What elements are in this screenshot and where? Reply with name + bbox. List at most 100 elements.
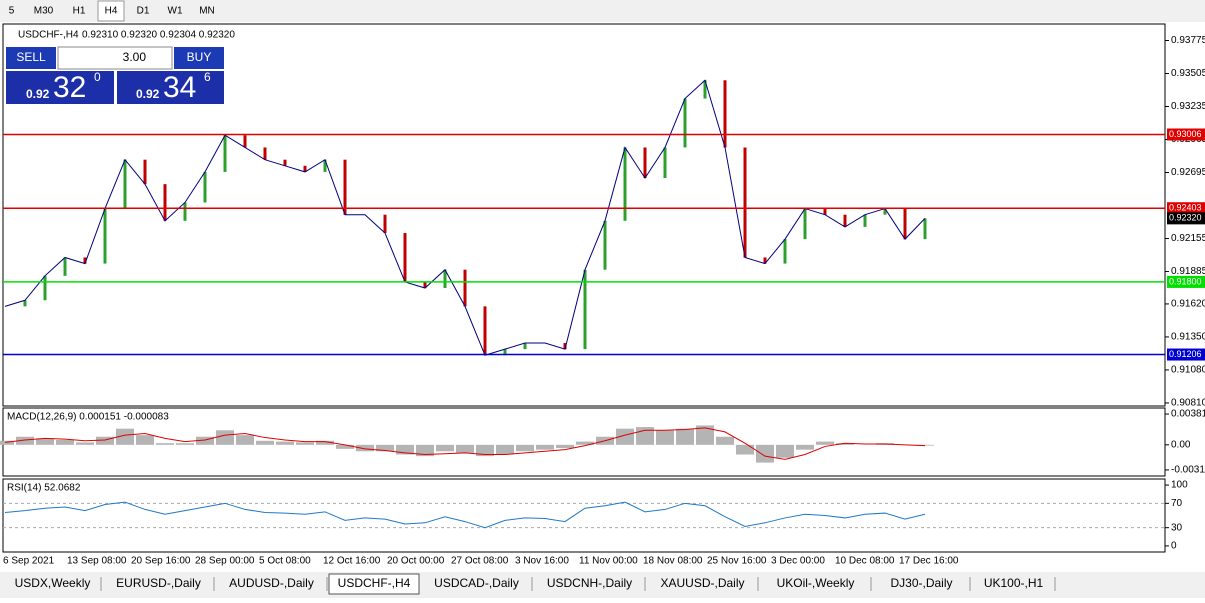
buy-price-box[interactable] xyxy=(117,71,224,104)
macd-label: MACD(12,26,9) 0.000151 -0.000083 xyxy=(7,412,169,423)
buy-frac: 6 xyxy=(204,70,211,84)
macd-signal xyxy=(4,427,926,460)
x-tick-label: 17 Dec 16:00 xyxy=(899,556,959,567)
sell-label: SELL xyxy=(16,50,46,64)
timeframe-button[interactable]: W1 xyxy=(168,6,183,17)
y-tick-label: 0.93775 xyxy=(1171,35,1205,46)
level-tag: 0.91800 xyxy=(1169,276,1202,286)
x-tick-label: 18 Nov 08:00 xyxy=(643,556,703,567)
macd-bar xyxy=(456,444,474,453)
macd-bar xyxy=(96,436,114,445)
macd-bar xyxy=(536,444,554,450)
sell-frac: 0 xyxy=(94,70,101,84)
buy-label: BUY xyxy=(187,50,212,64)
y-tick-label: 0.92155 xyxy=(1171,233,1205,244)
macd-bar xyxy=(136,435,154,445)
timeframe-active xyxy=(97,0,125,22)
macd-bar xyxy=(0,440,14,445)
volume-input[interactable] xyxy=(57,46,173,70)
y-tick-label: 0.91350 xyxy=(1171,332,1205,343)
tab[interactable] xyxy=(328,573,420,595)
macd-bar xyxy=(836,443,854,445)
timeframe-button[interactable]: MN xyxy=(199,6,215,17)
macd-bar xyxy=(656,430,674,445)
tab-label[interactable]: AUDUSD-,Daily xyxy=(229,576,314,590)
x-tick-label: 27 Oct 08:00 xyxy=(451,556,509,567)
timeframe-button[interactable]: H1 xyxy=(73,6,86,17)
y-tick-label: 0.91885 xyxy=(1171,266,1205,277)
tab-label[interactable]: UKOil-,Weekly xyxy=(777,576,855,590)
macd-bar xyxy=(356,444,374,452)
rsi-label: RSI(14) 52.0682 xyxy=(7,483,81,494)
macd-bar xyxy=(56,439,74,445)
macd-bar xyxy=(256,440,274,445)
x-tick-label: 10 Dec 08:00 xyxy=(835,556,895,567)
macd-bar xyxy=(436,444,454,452)
y-tick-label: 0.90810 xyxy=(1171,398,1205,409)
sell-pips: 32 xyxy=(53,71,86,104)
timeframe-button[interactable]: D1 xyxy=(137,6,150,17)
x-tick-label: 3 Dec 00:00 xyxy=(771,556,825,567)
tab[interactable] xyxy=(421,574,532,594)
tab-label[interactable]: USDX,Weekly xyxy=(15,576,91,590)
tab[interactable] xyxy=(873,574,970,594)
macd-bar xyxy=(16,436,34,445)
current-price-bg xyxy=(1167,212,1205,225)
y-tick-label: 0.91620 xyxy=(1171,299,1205,310)
tab-label[interactable]: EURUSD-,Daily xyxy=(116,576,201,590)
timeframe-button[interactable]: M30 xyxy=(34,6,54,17)
buy-button[interactable] xyxy=(174,47,224,69)
tab[interactable] xyxy=(4,574,101,594)
macd-bar xyxy=(416,444,434,457)
tab-label[interactable]: XAUUSD-,Daily xyxy=(660,576,744,590)
y-tick-label: 30 xyxy=(1171,522,1183,533)
macd-bar xyxy=(616,428,634,445)
y-tick-label: 70 xyxy=(1171,498,1183,509)
buy-big: 0.92 xyxy=(136,87,160,101)
tab-label[interactable]: DJ30-,Daily xyxy=(890,576,952,590)
y-tick-label: 0.93505 xyxy=(1171,68,1205,79)
tab-label[interactable]: USDCHF-,H4 xyxy=(338,576,411,590)
level-tag-bg xyxy=(1167,348,1205,361)
macd-bar xyxy=(236,435,254,445)
sell-price-box[interactable] xyxy=(6,71,114,104)
macd-bar xyxy=(776,444,794,458)
timeframe-button[interactable]: 5 xyxy=(9,6,15,17)
tab[interactable] xyxy=(216,574,327,594)
tab-label[interactable]: USDCAD-,Daily xyxy=(434,576,519,590)
macd-bar xyxy=(336,444,354,449)
tab[interactable] xyxy=(760,574,871,594)
x-tick-label: 20 Oct 00:00 xyxy=(387,556,445,567)
tab-label[interactable]: USDCNH-,Daily xyxy=(547,576,632,590)
y-tick-label: 100 xyxy=(1171,480,1188,491)
symbol-header: USDCHF-,H4 xyxy=(18,30,79,41)
x-tick-label: 28 Sep 00:00 xyxy=(195,556,255,567)
buy-pips: 34 xyxy=(163,71,196,104)
level-tag-bg xyxy=(1167,275,1205,288)
sell-button[interactable] xyxy=(6,47,56,69)
x-tick-label: 3 Nov 16:00 xyxy=(515,556,569,567)
macd-bar xyxy=(156,443,174,445)
tab-label[interactable]: UK100-,H1 xyxy=(984,576,1044,590)
tab[interactable] xyxy=(534,574,645,594)
timeframe-button[interactable]: H4 xyxy=(105,6,118,17)
y-tick-label: 0.92695 xyxy=(1171,167,1205,178)
level-tag: 0.92403 xyxy=(1169,203,1202,213)
y-tick-label: 0.93235 xyxy=(1171,101,1205,112)
rsi-line xyxy=(4,501,926,529)
y-tick-label: 0 xyxy=(1171,541,1177,552)
level-tag: 0.91206 xyxy=(1169,349,1202,359)
level-tag: 0.93006 xyxy=(1169,129,1202,139)
x-tick-label: 25 Nov 16:00 xyxy=(707,556,767,567)
tab[interactable] xyxy=(103,574,214,594)
macd-bar xyxy=(676,428,694,445)
tab[interactable] xyxy=(972,574,1055,594)
macd-bar xyxy=(376,444,394,452)
macd-bar xyxy=(276,441,294,445)
tab[interactable] xyxy=(647,574,758,594)
macd-bar xyxy=(36,438,54,445)
y-tick-label: 0.91080 xyxy=(1171,365,1205,376)
trade-panel: SELL 3.00 BUY 0.92 32 0 0.92 34 6 xyxy=(6,46,224,104)
macd-bar xyxy=(516,444,534,452)
